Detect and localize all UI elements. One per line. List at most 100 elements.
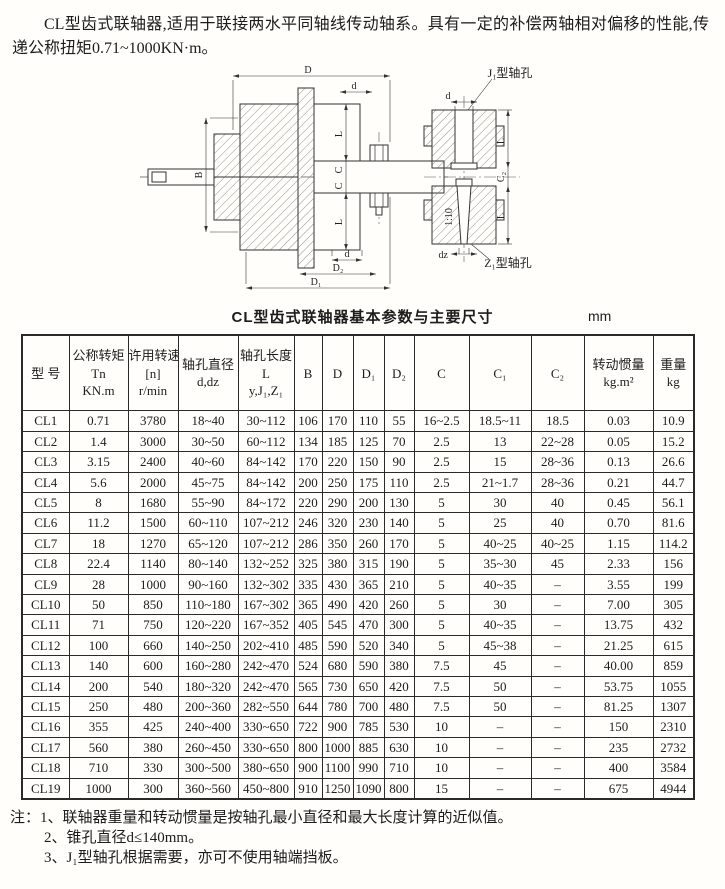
table-cell: 50 — [68, 593, 129, 616]
table-cell: 1055 — [652, 675, 695, 698]
column-header-C1: C₁ — [468, 334, 532, 412]
table-cell: 660 — [127, 634, 179, 657]
table-cell: 1000 — [127, 573, 179, 596]
table-cell: 260~450 — [177, 736, 239, 759]
table-cell: 90~160 — [177, 573, 239, 596]
z1-boss — [455, 178, 473, 187]
table-row: CL7 18 1270 65~120 107~212 286 350 260 170 5 40~25… — [21, 532, 695, 555]
table-row: CL2 1.4 3000 30~50 60~112 134 185 125 70 2.5 13 22~… — [21, 430, 695, 453]
table-cell: 160~280 — [177, 655, 239, 677]
table-cell: 45 — [530, 553, 585, 575]
table-cell: 2310 — [652, 716, 695, 738]
table-cell: 600 — [127, 655, 179, 677]
table-cell: – — [530, 593, 585, 616]
table-cell: 242~470 — [237, 675, 295, 698]
bolt-nut — [369, 192, 389, 208]
table-cell: 282~550 — [237, 696, 295, 718]
table-cell: 10 — [413, 757, 470, 779]
table-cell: – — [530, 655, 585, 677]
table-cell: 21~1.7 — [468, 471, 532, 493]
table-cell: CL11 — [21, 614, 70, 636]
table-cell: 290 — [321, 491, 354, 514]
table-row: CL11 71 750 120~220 167~352 405 545 470 300 5 40~3… — [21, 614, 695, 636]
table-cell: 900 — [293, 757, 323, 779]
z1-leader — [470, 244, 490, 260]
dim-label-C-bottom: C — [334, 183, 345, 190]
notes: 注：1、联轴器重量和转动惯量是按轴孔最小直径和最大长度计算的近似值。 2、锥孔直… — [10, 809, 725, 869]
table-cell: 450~800 — [237, 777, 295, 800]
table-cell: 250 — [321, 471, 354, 493]
table-cell: 250 — [68, 696, 129, 718]
table-cell: 305 — [652, 593, 695, 616]
table-row: CL14 200 540 180~320 242~470 565 730 650 420 7.5 5… — [21, 675, 695, 698]
table-cell: 330~650 — [237, 716, 295, 738]
main-view — [140, 87, 448, 269]
column-header-model: 型 号 — [21, 334, 70, 412]
j1-bore-callout: J₁型轴孔 — [488, 65, 533, 80]
table-cell: 200 — [68, 675, 129, 698]
dim-label-D: D — [304, 65, 311, 76]
table-cell: 200 — [293, 471, 323, 493]
intro-paragraph: CL型齿式联轴器,适用于联接两水平同轴线传动轴系。具有一定的补偿两轴相对偏移的性… — [12, 16, 709, 57]
table-cell: 7.5 — [413, 675, 470, 698]
table-cell: 1000 — [68, 777, 129, 800]
table-cell: 780 — [321, 696, 354, 718]
table-cell: 25 — [468, 512, 532, 534]
table-cell: 150 — [583, 716, 654, 738]
hub-flange-top — [213, 133, 241, 178]
table-cell: 1090 — [352, 777, 385, 800]
table-cell: 10 — [413, 736, 470, 759]
catalog-page: CL型齿式联轴器,适用于联接两水平同轴线传动轴系。具有一定的补偿两轴相对偏移的性… — [0, 13, 725, 889]
table-cell: 360~560 — [177, 777, 239, 800]
coupling-drawing: D d B L C C L d D₂ D₁ — [0, 62, 725, 298]
table-cell: 156 — [652, 553, 695, 575]
table-cell: 140~250 — [177, 634, 239, 657]
dim-label-B: B — [194, 172, 205, 179]
table-cell: CL12 — [21, 634, 70, 657]
hub-flange-bottom — [213, 176, 241, 221]
table-cell: CL16 — [21, 716, 70, 738]
table-body: CL1 0.71 3780 18~40 30~112 106 170 110 55 16~2.5 1… — [21, 410, 695, 800]
table-cell: 320 — [321, 512, 354, 534]
table-cell: 10 — [413, 716, 470, 738]
table-cell: – — [530, 634, 585, 657]
table-row: CL5 8 1680 55~90 84~172 220 290 200 130 5 30 40 0.45… — [21, 491, 695, 514]
hub-section-top — [239, 103, 299, 178]
table-cell: 45~38 — [468, 634, 532, 657]
table-row: CL8 22.4 1140 80~140 132~252 325 380 315 190 5 35~… — [21, 553, 695, 575]
table-cell: 910 — [293, 777, 323, 800]
table-cell: 380 — [383, 655, 415, 677]
table-cell: 120~220 — [177, 614, 239, 636]
table-cell: 40 — [530, 512, 585, 534]
table-cell: CL6 — [21, 512, 70, 534]
table-cell: 530 — [383, 716, 415, 738]
table-cell: 470 — [352, 614, 385, 636]
table-cell: 2400 — [127, 451, 179, 473]
taper-label: 1:10 — [444, 208, 455, 226]
table-row: CL6 11.2 1500 60~110 107~212 246 320 230 140 5 25 4… — [21, 512, 695, 534]
table-cell: 30 — [468, 593, 532, 616]
table-cell: 3780 — [127, 410, 179, 432]
table-cell: 430 — [321, 573, 354, 596]
table-cell: CL15 — [21, 696, 70, 718]
table-cell: 40~25 — [530, 532, 585, 555]
table-cell: 380 — [321, 553, 354, 575]
table-cell: CL17 — [21, 736, 70, 759]
table-cell: 2.33 — [583, 553, 654, 575]
table-cell: 1250 — [321, 777, 354, 800]
column-header-D2: D₂ — [383, 334, 415, 412]
note-item-2: 2、锥孔直径d≤140mm。 — [44, 830, 204, 846]
table-cell: 50 — [468, 696, 532, 718]
j1-leader — [467, 79, 493, 111]
table-cell: 18~40 — [177, 410, 239, 432]
table-cell: 859 — [652, 655, 695, 677]
table-cell: 3.55 — [583, 573, 654, 596]
table-cell: 1307 — [652, 696, 695, 718]
table-cell: 325 — [293, 553, 323, 575]
table-cell: 5.6 — [68, 471, 129, 493]
table-cell: 675 — [583, 777, 654, 800]
table-cell: 5 — [413, 532, 470, 555]
table-cell: 45 — [468, 655, 532, 677]
table-cell: 13.75 — [583, 614, 654, 636]
table-cell: 680 — [321, 655, 354, 677]
